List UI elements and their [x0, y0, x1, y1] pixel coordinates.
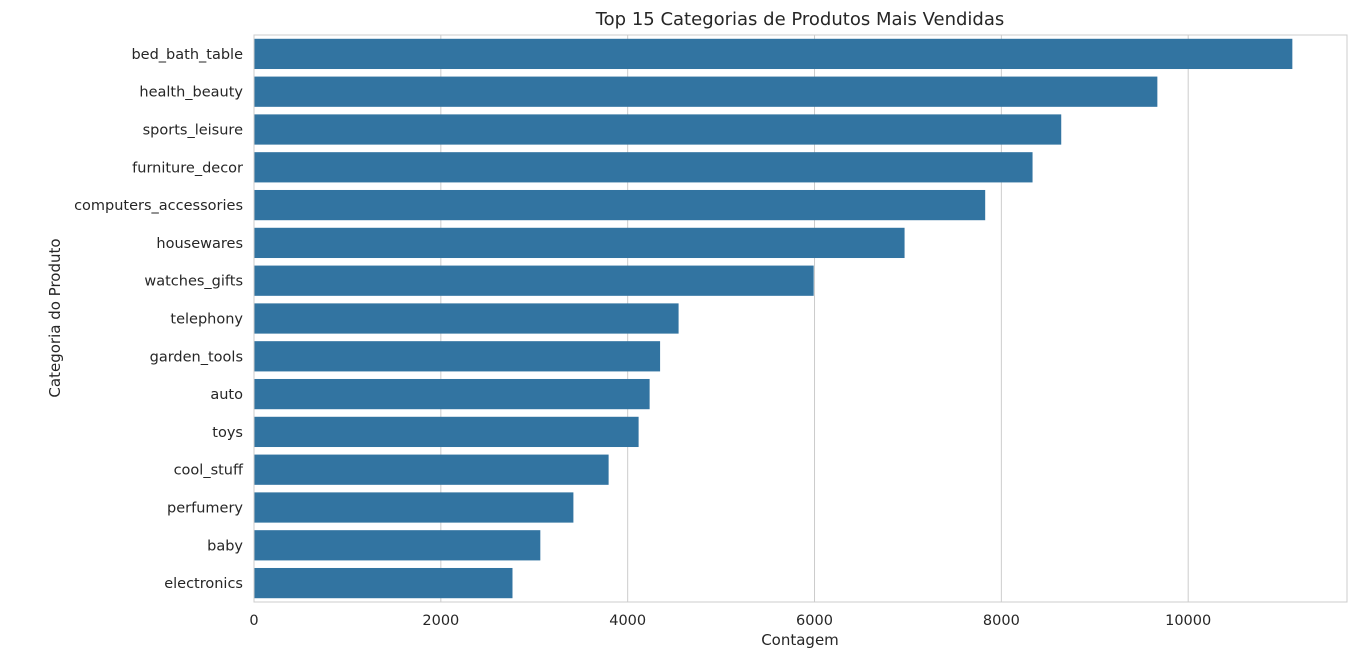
bar-computers-accessories [254, 189, 986, 221]
x-tick-labels: 0 2000 4000 6000 8000 10000 [249, 613, 1211, 629]
chart-title: Top 15 Categorias de Produtos Mais Vendi… [595, 9, 1005, 30]
category-label: watches_gifts [144, 274, 243, 290]
category-label: telephony [170, 312, 243, 328]
bar-bed-bath-table [254, 38, 1293, 70]
x-axis-label: Contagem [761, 631, 839, 649]
bar-electronics [254, 567, 513, 599]
x-tick-label: 6000 [796, 613, 833, 629]
bar-garden-tools [254, 341, 661, 372]
bar-furniture-decor [254, 152, 1033, 183]
plot-frame [253, 34, 1348, 603]
category-label: toys [212, 425, 243, 441]
y-axis-label: Categoria do Produto [46, 238, 64, 397]
category-label: cool_stuff [174, 463, 244, 479]
category-label: auto [210, 387, 243, 403]
category-label: bed_bath_table [131, 47, 243, 63]
category-label: baby [207, 538, 243, 554]
category-label: sports_leisure [143, 123, 243, 139]
x-tick-label: 8000 [983, 613, 1020, 629]
bar-cool-stuff [254, 454, 609, 485]
category-label: perfumery [167, 501, 243, 517]
bar-watches-gifts [254, 265, 814, 296]
bar-health-beauty [254, 76, 1158, 107]
bars-group [254, 38, 1293, 599]
category-label: housewares [156, 236, 243, 252]
bar-auto [254, 378, 650, 410]
x-tick-label: 10000 [1165, 613, 1211, 629]
bar-telephony [254, 303, 679, 334]
category-label: electronics [164, 576, 243, 592]
category-label: garden_tools [150, 349, 243, 365]
bar-toys [254, 416, 639, 448]
x-tick-label: 0 [249, 613, 258, 629]
bar-housewares [254, 227, 905, 259]
category-labels: bed_bath_table health_beauty sports_leisur… [74, 47, 244, 592]
category-label: furniture_decor [132, 160, 243, 176]
category-label: computers_accessories [74, 198, 243, 214]
category-label: health_beauty [139, 85, 243, 101]
bar-baby [254, 530, 541, 561]
x-tick-label: 4000 [609, 613, 646, 629]
x-tick-label: 2000 [422, 613, 459, 629]
bar-sports-leisure [254, 114, 1062, 145]
bar-perfumery [254, 492, 574, 523]
